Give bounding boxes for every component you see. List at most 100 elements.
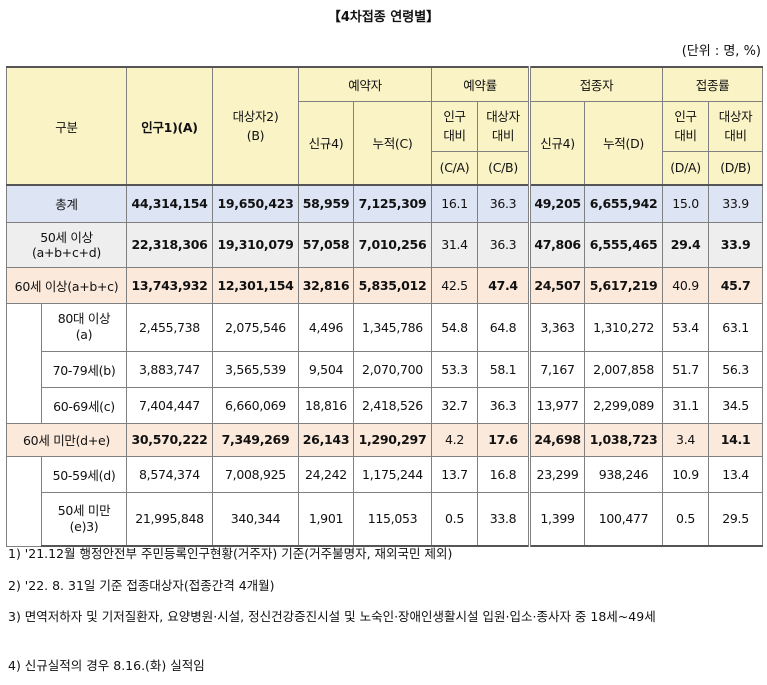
header-target-line1: 대상자2) xyxy=(232,108,279,124)
table-row-over50: 50세 이상 (a+b+c+d) 22,318,306 19,310,079 5… xyxy=(6,221,764,268)
header-ca: (C/A) xyxy=(431,150,479,186)
header-row-1: 구분 인구1)(A) 대상자2) (B) 예약자 예약률 접종자 접종률 xyxy=(6,66,764,186)
row-label-line2: (a) xyxy=(75,327,93,342)
row-label: 60세 미만(d+e) xyxy=(6,422,127,457)
cell-res-cum: 1,345,786 xyxy=(352,302,433,352)
row-label: 50세 이상 (a+b+c+d) xyxy=(6,221,127,268)
header-res-cum: 누적(C) xyxy=(352,100,433,186)
header-vac-pop-ratio: 인구 대비 xyxy=(662,100,710,152)
cell-vac-tgt: 63.1 xyxy=(708,302,764,352)
cell-vac-pop: 31.1 xyxy=(662,386,710,424)
cell-pop: 22,318,306 xyxy=(126,221,213,268)
cell-pop: 21,995,848 xyxy=(126,491,213,547)
cell-target: 12,301,154 xyxy=(212,266,299,304)
cell-res-pop: 4.2 xyxy=(431,422,479,457)
cell-res-cum: 2,070,700 xyxy=(352,350,433,388)
header-res-pop-ratio-l1: 인구 xyxy=(443,108,466,124)
header-cb: (C/B) xyxy=(477,150,532,186)
cell-vac-cum: 5,617,219 xyxy=(584,266,664,304)
cell-vac-new: 47,806 xyxy=(529,221,586,268)
cell-res-pop: 31.4 xyxy=(431,221,479,268)
cell-res-new: 24,242 xyxy=(298,455,354,493)
cell-res-tgt: 16.8 xyxy=(477,455,532,493)
header-vac-pop-ratio-l1: 인구 xyxy=(674,108,697,124)
cell-target: 3,565,539 xyxy=(212,350,299,388)
cell-vac-tgt: 29.5 xyxy=(708,491,764,547)
cell-vac-pop: 0.5 xyxy=(662,491,710,547)
cell-res-tgt: 17.6 xyxy=(477,422,532,457)
header-res-pop-ratio: 인구 대비 xyxy=(431,100,479,152)
cell-res-cum: 7,010,256 xyxy=(352,221,433,268)
cell-target: 6,660,069 xyxy=(212,386,299,424)
cell-res-cum: 2,418,526 xyxy=(352,386,433,424)
footnote-3: 3) 면역저하자 및 기저질환자, 요양병원·시설, 정신건강증진시설 및 노숙… xyxy=(8,609,656,624)
header-vac-cum: 누적(D) xyxy=(584,100,664,186)
cell-target: 7,008,925 xyxy=(212,455,299,493)
cell-target: 19,310,079 xyxy=(212,221,299,268)
cell-res-new: 9,504 xyxy=(298,350,354,388)
header-category: 구분 xyxy=(6,66,127,186)
table-row-over60: 60세 이상(a+b+c) 13,743,932 12,301,154 32,8… xyxy=(6,266,764,304)
cell-pop: 3,883,747 xyxy=(126,350,213,388)
cell-pop: 7,404,447 xyxy=(126,386,213,424)
header-target: 대상자2) (B) xyxy=(212,66,299,186)
table-row-total: 총계 44,314,154 19,650,423 58,959 7,125,30… xyxy=(6,184,764,223)
cell-res-new: 4,496 xyxy=(298,302,354,352)
footnote-2: 2) '22. 8. 31일 기준 접종대상자(접종간격 4개월) xyxy=(8,578,275,593)
header-population: 인구1)(A) xyxy=(126,66,213,186)
cell-vac-tgt: 45.7 xyxy=(708,266,764,304)
cell-res-cum: 1,290,297 xyxy=(352,422,433,457)
table-row-under60: 60세 미만(d+e) 30,570,222 7,349,269 26,143 … xyxy=(6,422,764,457)
row-label: 총계 xyxy=(6,184,127,223)
cell-vac-new: 23,299 xyxy=(529,455,586,493)
header-row-3: (C/A) (C/B) (D/A) (D/B) xyxy=(7,150,764,186)
row-label: 80대 이상 (a) xyxy=(41,302,127,352)
header-vac-tgt-ratio-l1: 대상자 xyxy=(718,108,753,124)
cell-res-tgt: 58.1 xyxy=(477,350,532,388)
header-reservation: 예약자 xyxy=(297,66,433,102)
vaccination-table: 구분 인구1)(A) 대상자2) (B) 예약자 예약률 접종자 접종률 신규4… xyxy=(6,66,764,547)
row-label-line1: 80대 이상 xyxy=(57,310,111,326)
row-label-line1: 50세 미만 xyxy=(57,502,111,518)
row-label: 50세 미만 (e)3) xyxy=(41,491,127,547)
header-res-tgt-ratio-l1: 대상자 xyxy=(486,108,520,124)
cell-res-pop: 0.5 xyxy=(431,491,479,547)
cell-res-new: 18,816 xyxy=(298,386,354,424)
cell-pop: 8,574,374 xyxy=(126,455,213,493)
cell-vac-cum: 6,655,942 xyxy=(584,184,664,223)
cell-pop: 2,455,738 xyxy=(126,302,213,352)
cell-vac-new: 24,507 xyxy=(529,266,586,304)
cell-vac-tgt: 56.3 xyxy=(708,350,764,388)
cell-res-new: 26,143 xyxy=(298,422,354,457)
cell-res-pop: 32.7 xyxy=(431,386,479,424)
header-vac-tgt-ratio-l2: 대비 xyxy=(724,128,747,143)
cell-vac-pop: 10.9 xyxy=(662,455,710,493)
header-reservation-rate: 예약률 xyxy=(431,66,532,102)
footnote-1: 1) '21.12월 행정안전부 주민등록인구현황(거주자) 기준(거주불명자,… xyxy=(8,546,453,561)
header-target-line2: (B) xyxy=(246,128,265,143)
row-label: 60-69세(c) xyxy=(41,386,127,424)
table-row-under50: 50세 미만 (e)3) 21,995,848 340,344 1,901 11… xyxy=(7,491,764,547)
row-label: 60세 이상(a+b+c) xyxy=(6,266,127,304)
row-label-line2: (e)3) xyxy=(69,518,99,534)
header-vac-pop-ratio-l2: 대비 xyxy=(674,128,697,143)
footnote-4: 4) 신규실적의 경우 8.16.(화) 실적임 xyxy=(8,658,205,673)
cell-vac-cum: 6,555,465 xyxy=(584,221,664,268)
cell-vac-new: 49,205 xyxy=(529,184,586,223)
table-row-age50: 50-59세(d) 8,574,374 7,008,925 24,242 1,1… xyxy=(6,455,764,547)
cell-vac-new: 24,698 xyxy=(529,422,586,457)
table-row-age60: 60-69세(c) 7,404,447 6,660,069 18,816 2,4… xyxy=(7,386,764,424)
cell-res-tgt: 36.3 xyxy=(477,221,532,268)
row-label-line2: (a+b+c+d) xyxy=(32,244,101,260)
cell-pop: 44,314,154 xyxy=(126,184,213,223)
cell-vac-cum: 938,246 xyxy=(584,455,664,493)
cell-res-new: 58,959 xyxy=(298,184,354,223)
row-label: 70-79세(b) xyxy=(41,350,127,388)
header-db: (D/B) xyxy=(708,150,764,186)
cell-res-cum: 5,835,012 xyxy=(352,266,433,304)
header-vaccinated: 접종자 xyxy=(529,66,664,102)
cell-res-pop: 16.1 xyxy=(431,184,479,223)
indent-spacer xyxy=(6,302,42,424)
cell-pop: 30,570,222 xyxy=(126,422,213,457)
cell-vac-cum: 100,477 xyxy=(584,491,664,547)
